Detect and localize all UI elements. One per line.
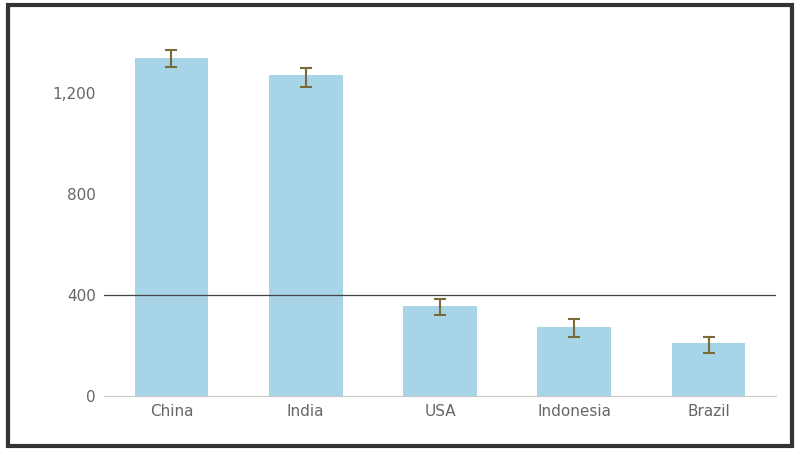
Bar xyxy=(134,58,208,396)
Bar xyxy=(269,76,342,396)
Bar xyxy=(403,306,477,396)
Bar xyxy=(538,327,611,396)
Bar xyxy=(672,343,746,396)
